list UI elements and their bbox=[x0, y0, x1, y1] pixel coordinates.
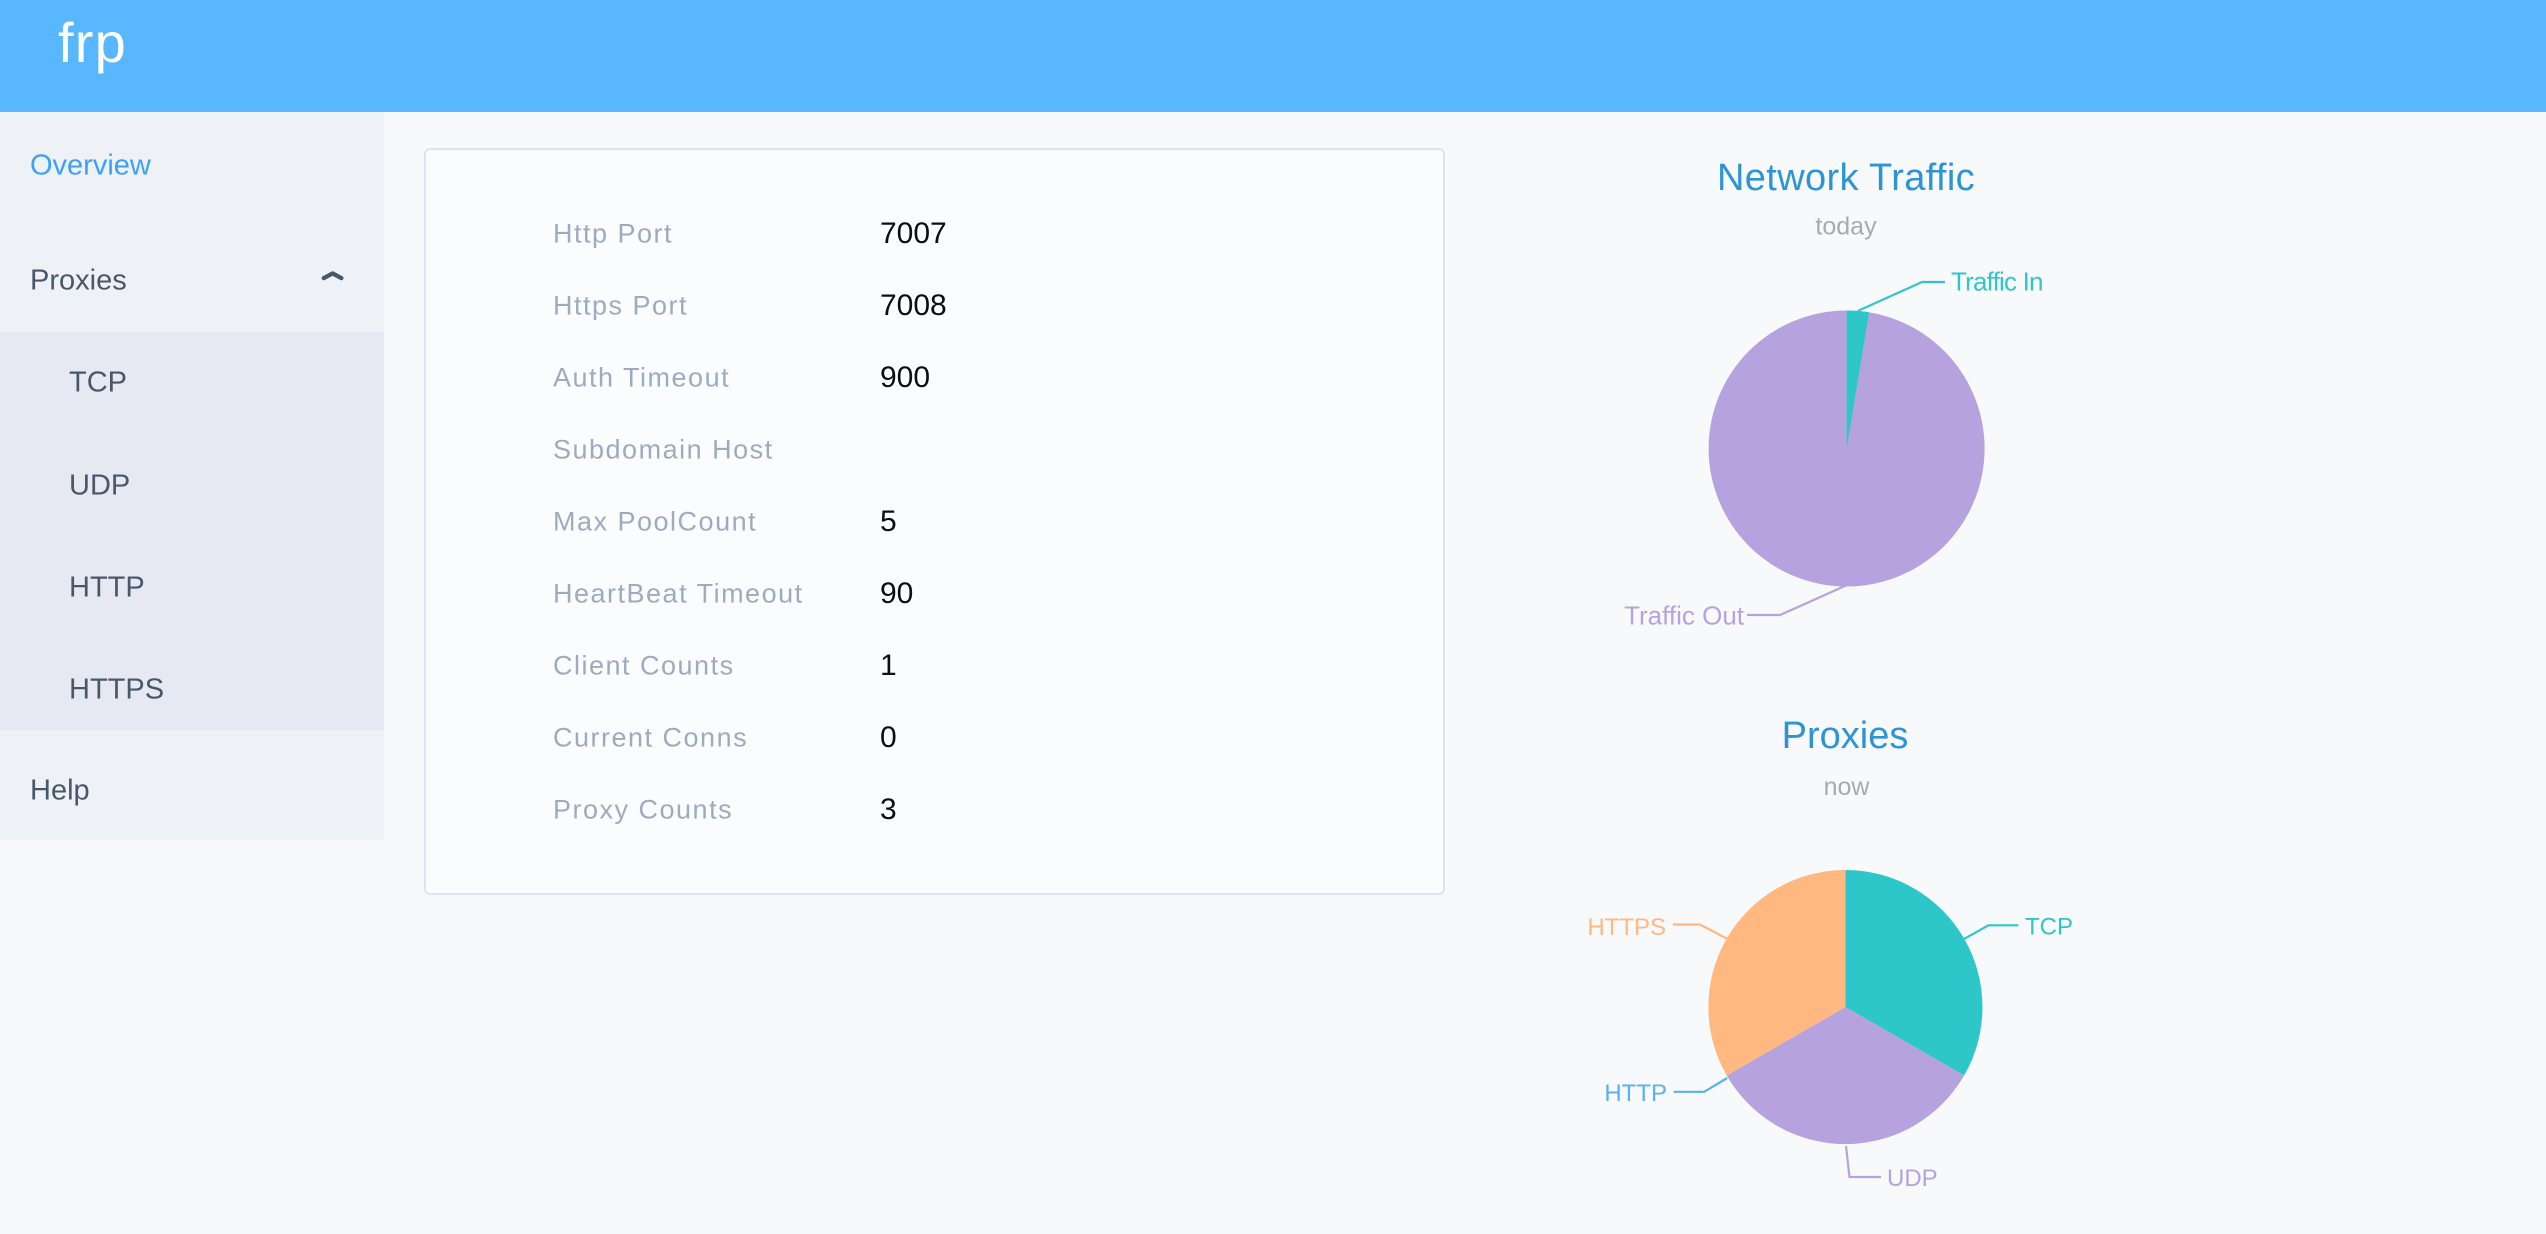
svg-text:HTTPS: HTTPS bbox=[1587, 914, 1666, 941]
svg-text:now: now bbox=[1824, 773, 1871, 801]
svg-text:Proxies: Proxies bbox=[1782, 715, 1909, 757]
svg-text:today: today bbox=[1815, 213, 1877, 241]
svg-text:HTTP: HTTP bbox=[1604, 1080, 1667, 1107]
svg-text:Traffic In: Traffic In bbox=[1951, 267, 2043, 297]
svg-text:Traffic Out: Traffic Out bbox=[1624, 601, 1745, 631]
svg-text:TCP: TCP bbox=[2025, 914, 2073, 941]
svg-text:Network Traffic: Network Traffic bbox=[1717, 157, 1975, 199]
svg-text:UDP: UDP bbox=[1887, 1165, 1938, 1192]
